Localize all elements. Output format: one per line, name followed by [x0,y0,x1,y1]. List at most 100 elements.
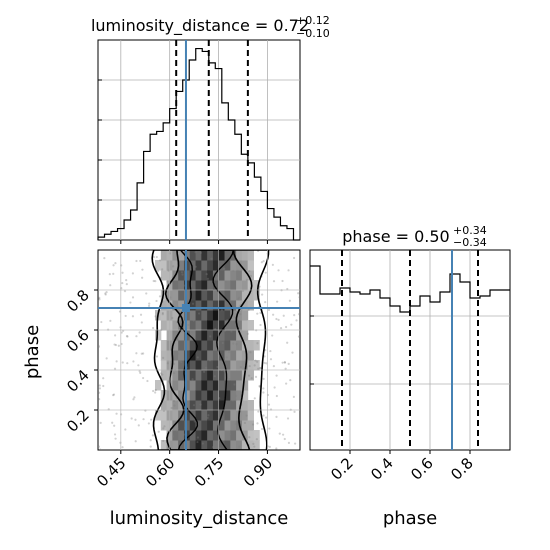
heat-cell [253,360,260,371]
heat-scatter-point [205,273,208,276]
heat-scatter-point [111,421,114,424]
heat-cell [212,350,220,361]
heat-cell [224,310,231,321]
heat-scatter-point [147,422,150,425]
heat-cell [236,430,243,441]
heat-scatter-point [112,264,115,267]
heat-scatter-point [124,428,127,431]
heat-cell [247,280,254,291]
heat-cell [201,400,208,411]
phase-histogram [309,249,511,451]
heat-scatter-point [275,447,278,450]
heat-cell [178,260,185,271]
heat-scatter-point [283,437,286,441]
heat-cell [172,420,179,431]
heat-scatter-point [282,314,285,317]
heat-cell [224,300,231,311]
heat-scatter-point [197,321,200,324]
heat-cell [247,410,254,421]
heat-scatter-point [205,366,208,370]
heat-scatter-point [254,359,257,362]
heat-cell [247,250,254,261]
heat-cell [172,280,179,291]
heat-scatter-point [259,367,262,370]
heat-cell [241,310,249,321]
heat-scatter-point [163,425,166,428]
heat-scatter-point [197,312,201,315]
heat-scatter-point [284,367,287,370]
heat-cell [207,310,214,321]
heat-scatter-point [202,370,206,373]
heat-scatter-point [272,280,276,283]
heat-scatter-point [133,396,136,399]
heat-scatter-point [279,326,283,330]
ld-hist-step-line [97,47,300,241]
heat-cell [183,280,191,291]
heat-cell [224,280,231,291]
heat-scatter-point [131,296,135,299]
heat-cell [224,250,231,261]
heat-scatter-point [134,418,137,421]
heat-scatter-point [181,273,184,276]
heat-cell [160,370,168,381]
heat-scatter-point [148,302,151,305]
heat-cell [218,280,226,291]
heat-cell [178,300,185,311]
heat-scatter-point [220,309,223,312]
heat-cell [160,250,168,261]
heat-scatter-point [199,403,202,406]
heat-scatter-point [171,316,174,320]
heat-cell [236,310,243,321]
heat-scatter-point [253,397,256,400]
heat-scatter-point [298,296,300,299]
ld-hist-bar [137,183,144,240]
heat-scatter-point [112,393,116,396]
heat-scatter-point [286,417,290,420]
heat-scatter-point [183,433,186,436]
heat-cell [212,390,220,401]
heat-cell [212,400,220,411]
heat-scatter-point [98,384,101,387]
heat-cell [230,350,237,361]
heat-scatter-point [286,341,289,344]
heat-cell [178,380,185,391]
heat-scatter-point [249,274,252,278]
heat-scatter-point [131,272,134,275]
heat-cell [195,390,202,401]
heat-scatter-point [228,433,232,436]
heat-cell [236,260,243,271]
heat-scatter-point [297,335,300,338]
heat-scatter-point [109,284,112,287]
heat-cell [195,440,202,450]
phase-hist-step-line [310,265,510,313]
heat-cell [201,280,208,291]
heat-scatter-point [206,277,209,280]
heat-scatter-point [102,384,105,388]
heat-scatter-point [262,414,265,417]
heat-cell [241,330,249,341]
heat-scatter-point [135,335,138,338]
heat-cell [155,380,162,391]
phase-hist-bar [490,290,500,450]
heat-scatter-point [121,361,124,364]
heat-scatter-point [177,308,180,312]
heat-cell [172,320,179,331]
heat-cell [172,440,179,450]
heat-cell [241,390,249,401]
phase-hist-bar [440,292,450,450]
heat-cell [172,290,179,301]
heat-cell [189,300,197,311]
heat-scatter-point [284,325,288,329]
heat-cell [253,340,260,351]
heat-cell [212,290,220,301]
heat-cell [241,380,249,391]
heat-scatter-point [278,432,281,435]
heat-scatter-point [137,424,140,427]
heat-scatter-point [236,269,239,272]
heat-cell [207,330,214,341]
heat-cell [201,310,208,321]
heat-cell [207,420,214,431]
heat-scatter-point [104,293,107,296]
heat-scatter-point [149,445,152,448]
heat-scatter-point [260,427,264,431]
